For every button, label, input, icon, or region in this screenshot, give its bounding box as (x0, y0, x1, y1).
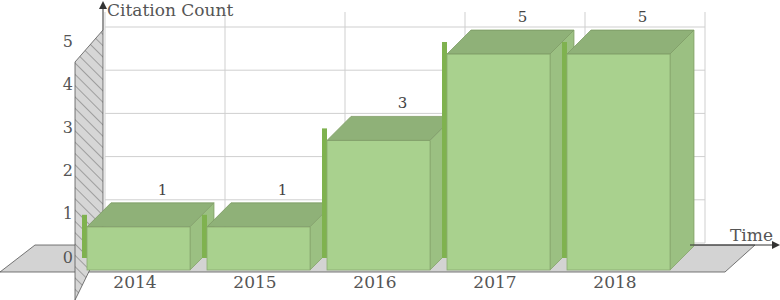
data-label: 5 (638, 8, 648, 26)
bar-front (447, 54, 550, 270)
bar (82, 203, 214, 270)
bar-top-shade (567, 30, 694, 54)
x-tick-label: 2015 (233, 272, 276, 292)
y-axis-title: Citation Count (107, 0, 233, 20)
bar-top-shade (327, 116, 454, 140)
bars (82, 30, 694, 270)
grid-line-v (705, 12, 706, 243)
bar-edge (562, 42, 567, 258)
x-axis-title: Time (730, 225, 773, 245)
y-tick-label: 0 (63, 248, 73, 267)
data-label: 3 (398, 94, 408, 112)
x-tick-label: 2018 (593, 272, 636, 292)
bar-top-shade (207, 203, 334, 227)
y-tick-label: 4 (63, 75, 73, 94)
chart: 0 1 2 3 4 5 1 1 3 5 5 2014 2015 2016 2017 2018 Citation … (0, 0, 780, 300)
bar-front (327, 140, 430, 270)
data-label: 1 (158, 181, 168, 199)
bar-edge (82, 215, 87, 258)
bar-top (567, 30, 694, 54)
bar (202, 203, 334, 270)
y-tick-label: 2 (63, 161, 73, 180)
y-tick-label: 1 (63, 204, 73, 223)
x-tick-label: 2017 (473, 272, 516, 292)
bar (322, 116, 454, 270)
x-tick-label: 2016 (353, 272, 396, 292)
bar-edge (442, 42, 447, 258)
bar-top (447, 30, 574, 54)
bar (562, 30, 694, 270)
x-tick-label: 2014 (113, 272, 156, 292)
x-arrow (772, 241, 780, 249)
data-label: 1 (278, 181, 288, 199)
y-tick-label: 3 (63, 118, 73, 137)
grid-line (105, 27, 705, 28)
y-arrow (99, 1, 107, 9)
bar-top (327, 116, 454, 140)
bar-top (207, 203, 334, 227)
bar-front (567, 54, 670, 270)
data-label: 5 (518, 8, 528, 26)
bar-edge (202, 215, 207, 258)
bar-side-shade (670, 30, 694, 270)
bar (442, 30, 574, 270)
bar-top (87, 203, 214, 227)
bar-top-shade (447, 30, 574, 54)
bar-top-shade (87, 203, 214, 227)
labels: 1 1 3 5 5 (158, 8, 648, 199)
bar-edge (322, 128, 327, 258)
y-tick-label: 5 (63, 32, 73, 51)
bar-front (207, 227, 310, 270)
bar-side (670, 30, 694, 270)
bar-front (87, 227, 190, 270)
